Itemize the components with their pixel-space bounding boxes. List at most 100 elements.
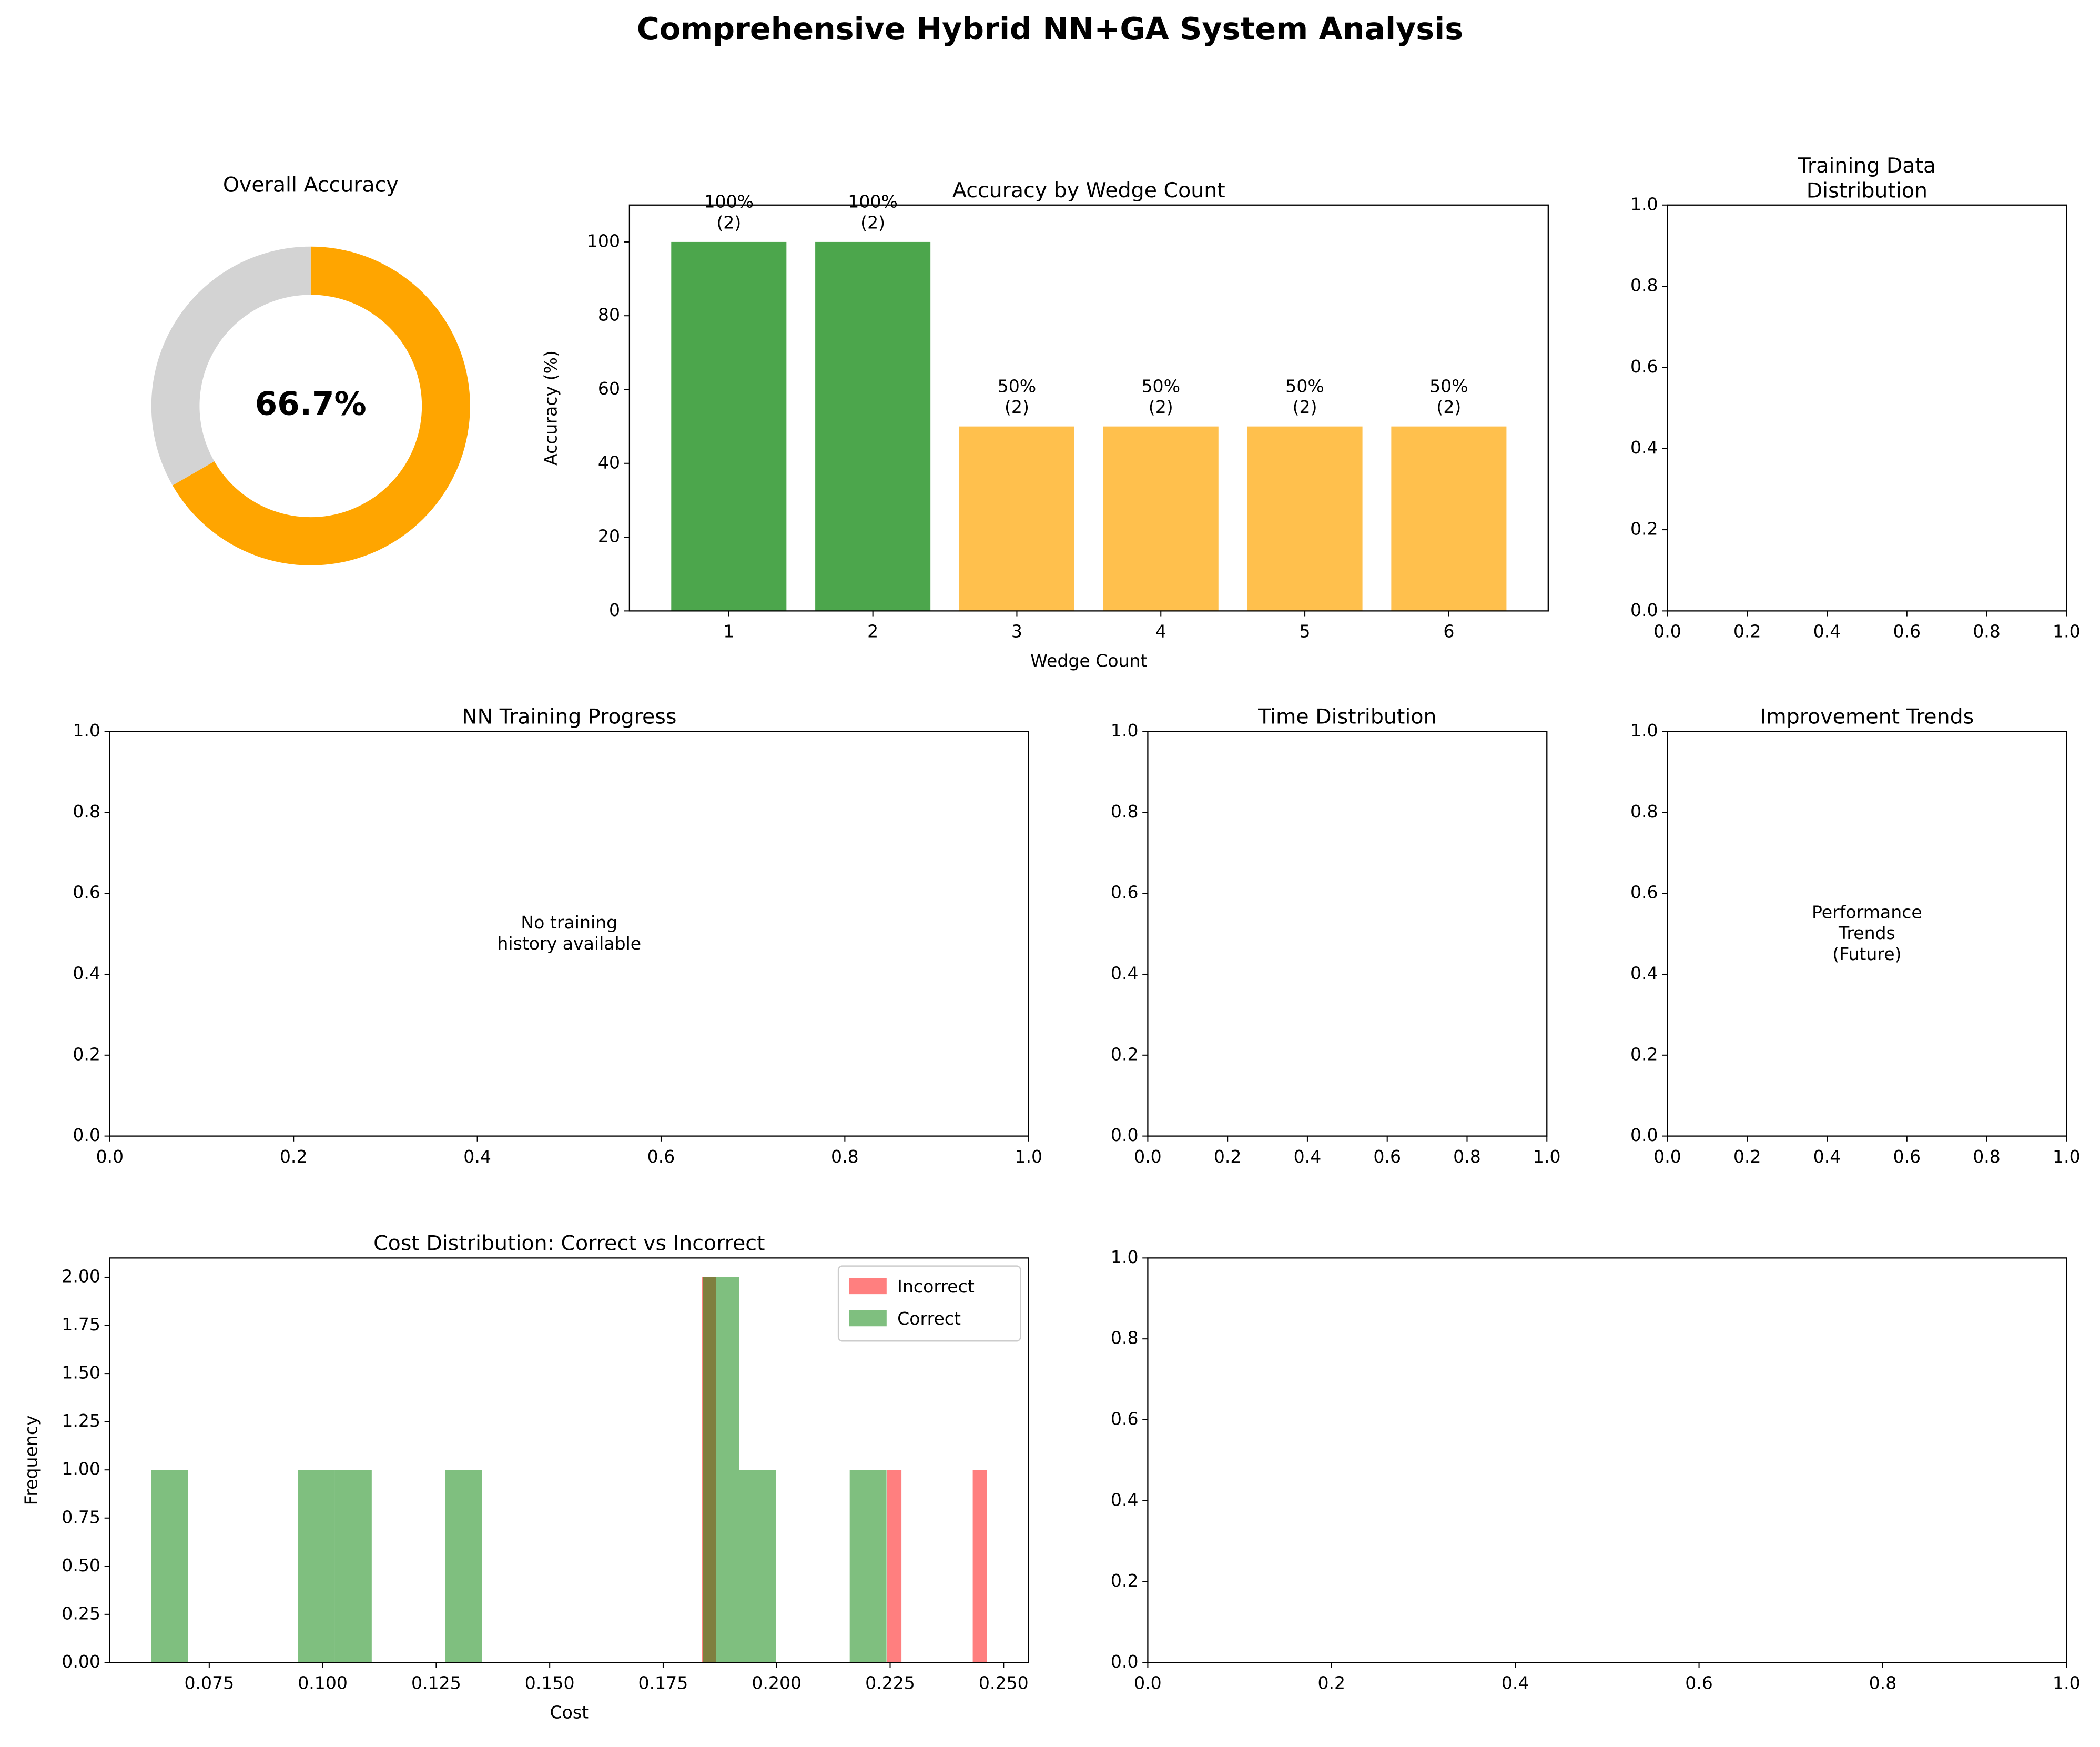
x-tick-label: 4 [1155,621,1166,642]
x-tick-label: 0.4 [463,1146,491,1167]
y-tick-label: 0.4 [1111,1489,1139,1510]
bar [815,241,931,611]
x-tick-label: 0.2 [1214,1146,1242,1167]
x-tick-label: 0.2 [1733,621,1761,642]
y-tick-label: 0.2 [73,1044,100,1064]
y-tick-label: 1.0 [1111,720,1139,741]
y-tick-label: 0.0 [1630,1125,1658,1145]
y-tick-label: 1.75 [62,1314,100,1335]
x-tick-label: 0.4 [1813,1146,1841,1167]
axes-frame [1147,1257,2067,1663]
axes-frame [109,731,1029,1137]
x-tick-label: 1.0 [2053,1146,2081,1167]
x-tick-label: 1.0 [1015,1146,1042,1167]
x-tick-label: 0.8 [1973,1146,2001,1167]
y-tick-label: 0.6 [73,882,100,903]
chart-title: Improvement Trends [1760,705,1974,729]
y-tick-label: 0.2 [1111,1044,1139,1064]
y-tick-label: 0.00 [62,1651,100,1672]
y-tick-label: 0.0 [1630,600,1658,620]
legend-label: Incorrect [897,1276,975,1297]
y-tick-label: 0.4 [73,963,100,984]
x-tick-label: 2 [867,621,878,642]
x-tick-label: 6 [1443,621,1454,642]
annotation: Performance Trends (Future) [1812,902,1922,964]
y-tick-label: 0.8 [1111,801,1139,822]
histogram-bar [849,1470,887,1663]
y-tick-label: 40 [598,452,620,472]
y-tick-label: 0.2 [1630,1044,1658,1064]
x-tick-label: 0.6 [1893,1146,1921,1167]
x-tick-label: 0.2 [1317,1673,1345,1693]
x-tick-label: 0.150 [525,1673,575,1693]
x-tick-label: 0.225 [865,1673,915,1693]
axes-frame [628,204,1549,612]
x-tick-label: 0.0 [1653,1146,1681,1167]
x-tick-label: 0.4 [1502,1673,1529,1693]
value-label: 50% (2) [1429,376,1468,417]
y-tick-label: 0.8 [1630,801,1658,822]
bar [959,426,1074,611]
x-tick-label: 0.125 [411,1673,461,1693]
x-tick-label: 0.6 [647,1146,675,1167]
y-tick-label: 2.00 [62,1266,100,1286]
x-tick-label: 0.6 [1685,1673,1713,1693]
y-tick-label: 0 [609,600,620,620]
y-tick-label: 100 [587,230,620,251]
bar [671,241,787,611]
y-tick-label: 60 [598,378,620,399]
y-tick-label: 20 [598,526,620,547]
bar [1103,426,1219,611]
histogram-bar [739,1470,776,1663]
x-tick-label: 0.100 [298,1673,348,1693]
chart-title: Cost Distribution: Correct vs Incorrect [373,1231,765,1255]
donut-wedge [151,246,311,486]
chart-title: Training Data Distribution [1798,153,1936,202]
x-tick-label: 0.2 [1733,1146,1761,1167]
y-tick-label: 0.4 [1111,963,1139,984]
y-tick-label: 1.0 [1630,194,1658,214]
x-tick-label: 0.175 [638,1673,688,1693]
x-tick-label: 0.4 [1294,1146,1322,1167]
y-tick-label: 1.0 [1630,720,1658,741]
value-label: 100% (2) [704,191,754,233]
y-tick-label: 1.50 [62,1362,100,1383]
bar [1247,426,1363,611]
y-tick-label: 1.0 [73,720,100,741]
x-tick-label: 0.0 [1653,621,1681,642]
histogram-bar [298,1470,335,1663]
annotation: No training history available [497,912,641,954]
x-axis-label: Wedge Count [1030,651,1147,671]
y-tick-label: 1.00 [62,1459,100,1479]
y-tick-label: 0.6 [1630,882,1658,903]
x-tick-label: 0.8 [1869,1673,1897,1693]
legend-swatch [849,1278,887,1295]
x-tick-label: 3 [1011,621,1022,642]
histogram-bar [887,1470,902,1663]
y-tick-label: 0.0 [1111,1651,1139,1672]
y-tick-label: 0.50 [62,1555,100,1576]
y-axis-label: Accuracy (%) [541,350,561,466]
y-tick-label: 0.8 [73,801,100,822]
axes-frame [1667,731,2067,1137]
value-label: 50% (2) [1141,376,1180,417]
x-tick-label: 0.0 [96,1146,124,1167]
x-tick-label: 0.2 [280,1146,308,1167]
y-tick-label: 0.4 [1630,437,1658,458]
x-tick-label: 0.0 [1134,1673,1162,1693]
x-tick-label: 1 [723,621,734,642]
x-tick-label: 1.0 [2053,1673,2081,1693]
histogram-bar [703,1277,739,1663]
y-tick-label: 0.8 [1630,275,1658,296]
chart-title: Accuracy by Wedge Count [952,178,1225,203]
y-tick-label: 0.6 [1630,356,1658,377]
legend-swatch [849,1310,887,1327]
chart-title: Time Distribution [1257,705,1436,729]
y-tick-label: 0.6 [1111,882,1139,903]
chart-title: Overall Accuracy [223,173,399,197]
x-tick-label: 0.0 [1134,1146,1162,1167]
y-tick-label: 0.2 [1111,1570,1139,1591]
axes-frame [1667,204,2067,612]
